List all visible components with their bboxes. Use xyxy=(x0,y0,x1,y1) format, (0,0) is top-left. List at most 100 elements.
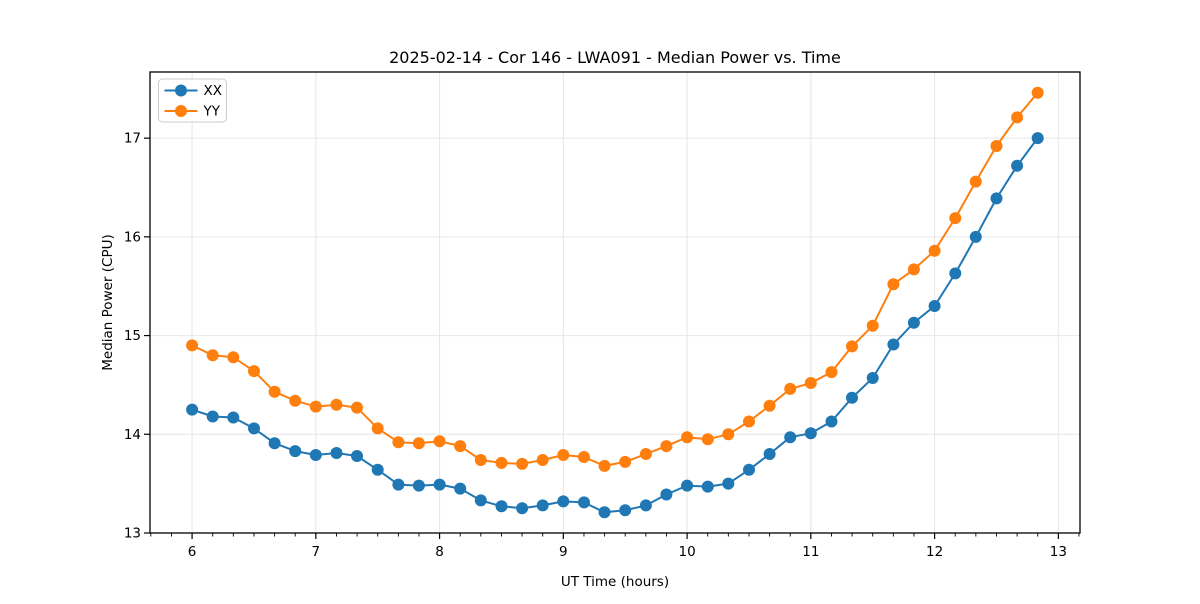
data-point xyxy=(866,319,879,332)
data-point xyxy=(660,488,673,501)
data-point xyxy=(825,366,838,379)
data-point xyxy=(763,448,776,460)
x-tick-label: 6 xyxy=(188,544,197,560)
plot-border xyxy=(149,71,1081,534)
x-tick-label: 11 xyxy=(802,544,819,560)
legend-marker xyxy=(175,105,187,117)
data-point xyxy=(660,440,673,453)
chart-title: 2025-02-14 - Cor 146 - LWA091 - Median P… xyxy=(389,48,841,67)
data-point xyxy=(846,340,858,353)
legend-label-xx: XX xyxy=(204,83,223,99)
data-point xyxy=(784,431,797,444)
data-point xyxy=(227,351,240,364)
data-point xyxy=(351,450,363,462)
x-tick-label: 8 xyxy=(435,544,444,560)
data-point xyxy=(557,449,570,461)
data-point xyxy=(412,479,425,492)
data-point xyxy=(495,456,508,469)
data-point xyxy=(743,463,755,476)
y-tick-label: 17 xyxy=(124,131,141,147)
data-point xyxy=(928,244,941,257)
data-point xyxy=(495,500,508,513)
data-point xyxy=(907,316,920,329)
data-point xyxy=(454,440,467,453)
data-point xyxy=(206,410,219,423)
axis-ticks: 6 7 8 9 10 11 12 13 13 14 15 16 17 xyxy=(124,131,1080,560)
data-point xyxy=(619,504,632,517)
series-xx xyxy=(186,132,1044,519)
data-point xyxy=(186,403,199,416)
data-point xyxy=(248,422,260,435)
data-series xyxy=(186,86,1044,519)
data-point xyxy=(227,411,240,424)
y-tick-label: 13 xyxy=(124,526,141,542)
x-axis-label: UT Time (hours) xyxy=(561,574,669,590)
data-point xyxy=(969,175,982,188)
data-point xyxy=(268,437,281,450)
data-point xyxy=(722,477,735,490)
data-point xyxy=(1031,132,1044,145)
data-point xyxy=(351,401,363,414)
data-point xyxy=(969,230,982,243)
data-point xyxy=(268,385,281,398)
data-point xyxy=(907,263,920,276)
data-point xyxy=(701,480,714,493)
data-point xyxy=(186,339,199,352)
data-point xyxy=(289,445,302,458)
data-point xyxy=(639,499,652,512)
legend: XX YY xyxy=(158,78,227,123)
data-point xyxy=(536,454,549,466)
data-point xyxy=(1031,86,1044,99)
data-point xyxy=(536,499,549,512)
data-point xyxy=(1011,159,1024,172)
x-tick-label: 9 xyxy=(559,544,568,560)
data-point xyxy=(516,502,529,515)
y-axis-label: Median Power (CPU) xyxy=(100,234,116,370)
x-tick-label: 10 xyxy=(678,544,695,560)
data-point xyxy=(619,455,632,468)
legend-marker xyxy=(175,84,187,97)
data-point xyxy=(949,267,962,280)
y-tick-label: 15 xyxy=(124,328,141,344)
data-point xyxy=(866,372,879,384)
data-point xyxy=(763,399,776,412)
data-point xyxy=(990,192,1003,205)
data-point xyxy=(392,436,405,449)
x-tick-label: 12 xyxy=(926,544,943,560)
data-point xyxy=(206,349,219,362)
data-point xyxy=(681,479,694,492)
data-point xyxy=(371,463,384,476)
data-point xyxy=(392,478,405,491)
data-point xyxy=(309,400,322,413)
data-point xyxy=(784,382,797,395)
data-point xyxy=(454,482,467,495)
data-point xyxy=(804,427,817,440)
x-tick-label: 7 xyxy=(312,544,321,560)
data-point xyxy=(412,437,425,450)
x-tick-label: 13 xyxy=(1050,544,1067,560)
data-point xyxy=(309,449,322,461)
data-point xyxy=(248,365,260,378)
data-point xyxy=(371,422,384,435)
series-yy xyxy=(186,86,1044,472)
data-point xyxy=(990,140,1003,152)
data-point xyxy=(433,435,446,448)
data-point xyxy=(433,478,446,491)
data-point xyxy=(598,506,611,519)
data-point xyxy=(598,459,611,472)
data-point xyxy=(639,448,652,460)
data-point xyxy=(887,338,900,351)
data-point xyxy=(578,451,590,463)
y-tick-label: 16 xyxy=(124,229,141,245)
data-point xyxy=(928,300,941,312)
data-point xyxy=(681,431,694,444)
data-point xyxy=(846,391,858,404)
data-point xyxy=(743,415,755,428)
data-point xyxy=(474,454,487,466)
data-point xyxy=(557,495,570,508)
data-point xyxy=(825,415,838,428)
legend-label-yy: YY xyxy=(203,104,221,120)
data-point xyxy=(516,457,529,470)
